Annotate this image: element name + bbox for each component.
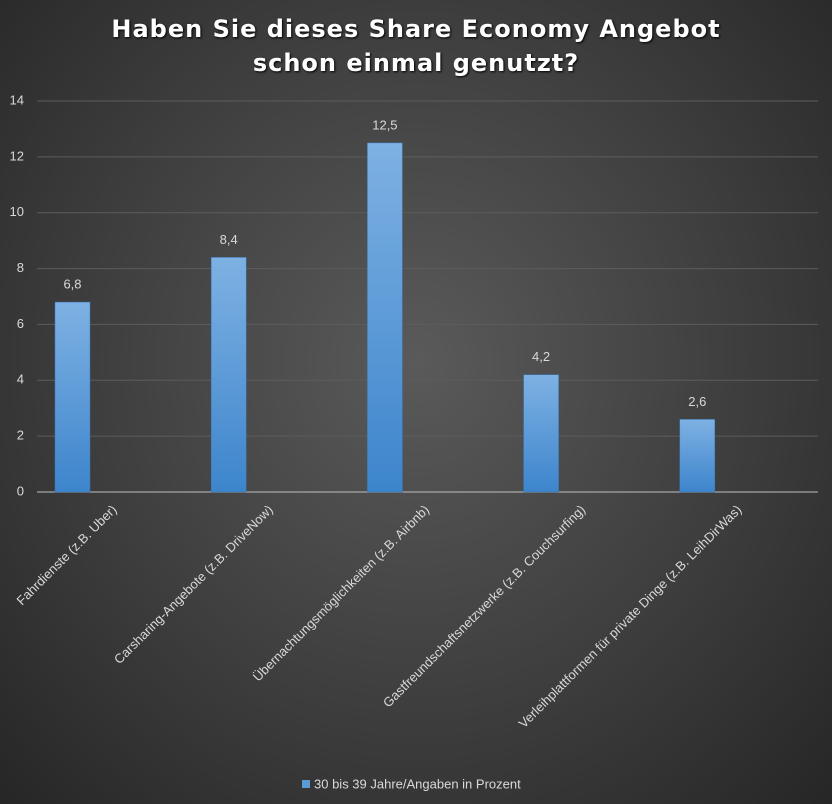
- y-tick-label: 4: [17, 372, 24, 387]
- bar: [210, 257, 247, 493]
- x-tick-label: Übernachtungsmöglichkeiten (z.B. Airbnb): [250, 502, 432, 684]
- y-tick-label: 2: [17, 428, 24, 443]
- y-tick-label: 10: [10, 204, 24, 219]
- data-label: 2,6: [688, 394, 706, 409]
- data-label: 4,2: [532, 349, 550, 364]
- x-tick-label: Fahrdienste (z.B. Uber): [14, 502, 120, 608]
- chart-title: Haben Sie dieses Share Economy Angebot s…: [111, 15, 721, 77]
- data-label: 12,5: [372, 117, 397, 132]
- data-label: 8,4: [220, 232, 238, 247]
- bar: [679, 419, 716, 493]
- y-tick-label: 0: [17, 483, 24, 498]
- y-tick-label: 8: [17, 260, 24, 275]
- bar: [54, 301, 91, 493]
- bar: [367, 142, 403, 493]
- y-tick-label: 6: [17, 316, 24, 331]
- legend-swatch: [302, 780, 310, 788]
- data-label: 6,8: [63, 277, 81, 292]
- x-tick-label: Carsharing-Angebote (z.B. DriveNow): [111, 502, 276, 667]
- legend-label: 30 bis 39 Jahre/Angaben in Prozent: [314, 776, 521, 791]
- y-tick-label: 12: [10, 148, 24, 163]
- y-tick-label: 14: [10, 92, 24, 107]
- bar: [523, 374, 559, 493]
